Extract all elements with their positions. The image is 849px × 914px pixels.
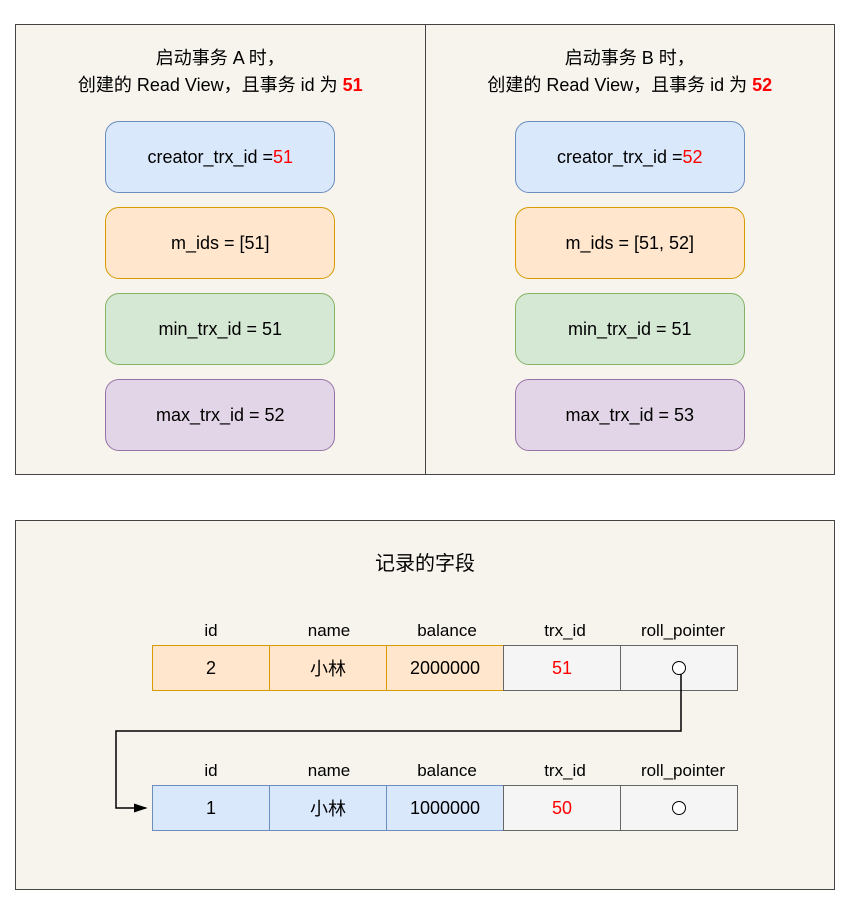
top-panels: 启动事务 A 时， 创建的 Read View，且事务 id 为 51 crea… [15, 24, 835, 475]
header-id: id [152, 621, 270, 641]
max-trx-id-box: max_trx_id = 53 [515, 379, 745, 451]
header-id: id [152, 761, 270, 781]
panel-b-fields: creator_trx_id = 52 m_ids = [51, 52] min… [515, 121, 745, 465]
panel-b-title-line2a: 创建的 Read View，且事务 id 为 [487, 75, 752, 95]
record-row-2: id name balance trx_id roll_pointer 1 小林… [152, 761, 742, 831]
cell-roll-pointer [620, 645, 738, 691]
creator-trx-id-box: creator_trx_id = 51 [105, 121, 335, 193]
panel-a-title: 启动事务 A 时， 创建的 Read View，且事务 id 为 51 [16, 25, 425, 99]
header-trx-id: trx_id [506, 761, 624, 781]
roll-pointer-arrow [16, 521, 836, 891]
row1-cells: 2 小林 2000000 51 [152, 645, 742, 691]
row2-cells: 1 小林 1000000 50 [152, 785, 742, 831]
header-roll-pointer: roll_pointer [624, 761, 742, 781]
record-title: 记录的字段 [16, 521, 834, 576]
panel-b-trx-id: 52 [752, 75, 772, 95]
creator-trx-id-box: creator_trx_id = 52 [515, 121, 745, 193]
cell-trx-id: 51 [552, 658, 572, 679]
cell-balance: 2000000 [386, 645, 504, 691]
header-name: name [270, 621, 388, 641]
cell-name: 小林 [269, 645, 387, 691]
max-trx-id-box: max_trx_id = 52 [105, 379, 335, 451]
record-panel: 记录的字段 id name balance trx_id roll_pointe… [15, 520, 835, 890]
panel-b-title-line1: 启动事务 B 时， [565, 48, 695, 68]
creator-label: creator_trx_id = [147, 147, 273, 168]
creator-value: 52 [683, 147, 703, 168]
cell-id: 1 [152, 785, 270, 831]
m-ids-box: m_ids = [51, 52] [515, 207, 745, 279]
min-trx-id-box: min_trx_id = 51 [515, 293, 745, 365]
cell-name: 小林 [269, 785, 387, 831]
panel-transaction-a: 启动事务 A 时， 创建的 Read View，且事务 id 为 51 crea… [15, 24, 426, 475]
pointer-circle-icon [672, 801, 686, 815]
cell-roll-pointer [620, 785, 738, 831]
max-value: max_trx_id = 53 [565, 405, 694, 426]
header-name: name [270, 761, 388, 781]
creator-value: 51 [273, 147, 293, 168]
header-balance: balance [388, 761, 506, 781]
header-trx-id: trx_id [506, 621, 624, 641]
max-value: max_trx_id = 52 [156, 405, 285, 426]
m-ids-box: m_ids = [51] [105, 207, 335, 279]
m-ids-value: m_ids = [51] [171, 233, 270, 254]
row1-headers: id name balance trx_id roll_pointer [152, 621, 742, 641]
pointer-circle-icon [672, 661, 686, 675]
header-roll-pointer: roll_pointer [624, 621, 742, 641]
min-trx-id-box: min_trx_id = 51 [105, 293, 335, 365]
panel-b-title: 启动事务 B 时， 创建的 Read View，且事务 id 为 52 [426, 25, 835, 99]
header-balance: balance [388, 621, 506, 641]
cell-id: 2 [152, 645, 270, 691]
panel-a-title-line2a: 创建的 Read View，且事务 id 为 [78, 75, 343, 95]
panel-a-title-line1: 启动事务 A 时， [156, 48, 285, 68]
panel-a-fields: creator_trx_id = 51 m_ids = [51] min_trx… [105, 121, 335, 465]
row2-headers: id name balance trx_id roll_pointer [152, 761, 742, 781]
min-value: min_trx_id = 51 [568, 319, 692, 340]
panel-a-trx-id: 51 [343, 75, 363, 95]
creator-label: creator_trx_id = [557, 147, 683, 168]
cell-trx-id: 50 [552, 798, 572, 819]
panel-transaction-b: 启动事务 B 时， 创建的 Read View，且事务 id 为 52 crea… [425, 24, 836, 475]
min-value: min_trx_id = 51 [158, 319, 282, 340]
m-ids-value: m_ids = [51, 52] [565, 233, 694, 254]
record-row-1: id name balance trx_id roll_pointer 2 小林… [152, 621, 742, 691]
cell-balance: 1000000 [386, 785, 504, 831]
